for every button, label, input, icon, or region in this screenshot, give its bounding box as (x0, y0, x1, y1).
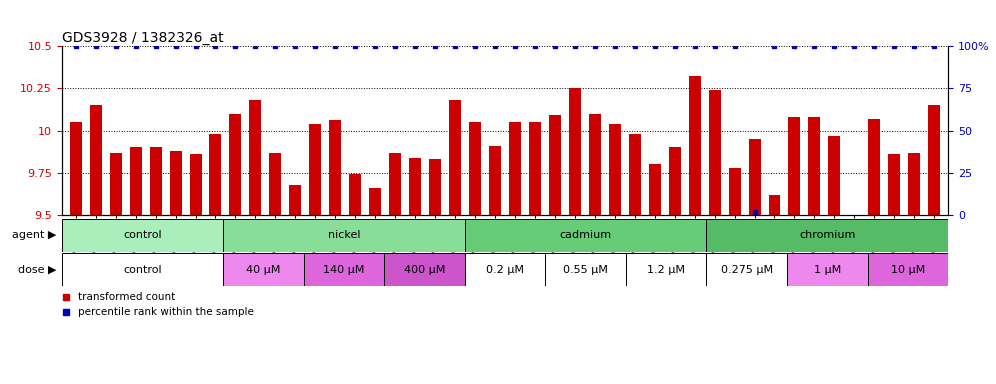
Bar (110, 152, 122, 215)
Text: 10 μM: 10 μM (890, 265, 925, 275)
Bar (706, 253, 787, 286)
Bar (609, 124, 621, 215)
Bar (409, 157, 421, 215)
Bar (545, 253, 625, 286)
Bar (389, 152, 401, 215)
Bar (706, 219, 948, 252)
Bar (648, 164, 660, 215)
Bar (908, 152, 920, 215)
Bar (729, 168, 741, 215)
Bar (869, 119, 880, 215)
Bar (429, 159, 441, 215)
Text: 400 μM: 400 μM (403, 265, 445, 275)
Bar (269, 152, 281, 215)
Text: control: control (124, 265, 161, 275)
Bar (330, 121, 342, 215)
Text: 0.2 μM: 0.2 μM (486, 265, 524, 275)
Bar (310, 124, 322, 215)
Bar (787, 253, 868, 286)
Bar (129, 147, 141, 215)
Bar (384, 253, 465, 286)
Text: 0.275 μM: 0.275 μM (721, 265, 773, 275)
Text: dose ▶: dose ▶ (18, 265, 57, 275)
Bar (509, 122, 521, 215)
Text: percentile rank within the sample: percentile rank within the sample (78, 306, 254, 316)
Text: nickel: nickel (328, 230, 360, 240)
Bar (489, 146, 501, 215)
Bar (70, 122, 82, 215)
Bar (223, 219, 465, 252)
Bar (708, 90, 720, 215)
Text: cadmium: cadmium (560, 230, 612, 240)
Bar (62, 219, 223, 252)
Bar (928, 105, 940, 215)
Bar (370, 188, 381, 215)
Text: GDS3928 / 1382326_at: GDS3928 / 1382326_at (62, 31, 223, 45)
Bar (668, 147, 680, 215)
Bar (149, 147, 161, 215)
Bar (229, 114, 241, 215)
Text: control: control (124, 230, 161, 240)
Bar (769, 195, 781, 215)
Bar (350, 174, 362, 215)
Bar (90, 105, 102, 215)
Bar (209, 134, 221, 215)
Bar (789, 117, 801, 215)
Bar (249, 100, 261, 215)
Bar (549, 115, 561, 215)
Text: 1 μM: 1 μM (814, 265, 841, 275)
Bar (449, 100, 461, 215)
Bar (749, 139, 761, 215)
Bar (688, 76, 700, 215)
Text: 140 μM: 140 μM (323, 265, 365, 275)
Bar (625, 253, 706, 286)
Bar (223, 253, 304, 286)
Bar (849, 215, 861, 218)
Bar (589, 114, 601, 215)
Bar (469, 122, 481, 215)
Bar (304, 253, 384, 286)
Text: chromium: chromium (799, 230, 856, 240)
Bar (888, 154, 900, 215)
Text: transformed count: transformed count (78, 292, 175, 302)
Bar (189, 154, 201, 215)
Text: 1.2 μM: 1.2 μM (647, 265, 685, 275)
Bar (465, 219, 706, 252)
Bar (465, 253, 545, 286)
Bar (169, 151, 181, 215)
Bar (809, 117, 821, 215)
Text: 40 μM: 40 μM (246, 265, 281, 275)
Bar (829, 136, 841, 215)
Bar (569, 88, 581, 215)
Bar (62, 253, 223, 286)
Bar (529, 122, 541, 215)
Bar (868, 253, 948, 286)
Bar (290, 185, 302, 215)
Bar (628, 134, 640, 215)
Text: agent ▶: agent ▶ (12, 230, 57, 240)
Text: 0.55 μM: 0.55 μM (563, 265, 608, 275)
